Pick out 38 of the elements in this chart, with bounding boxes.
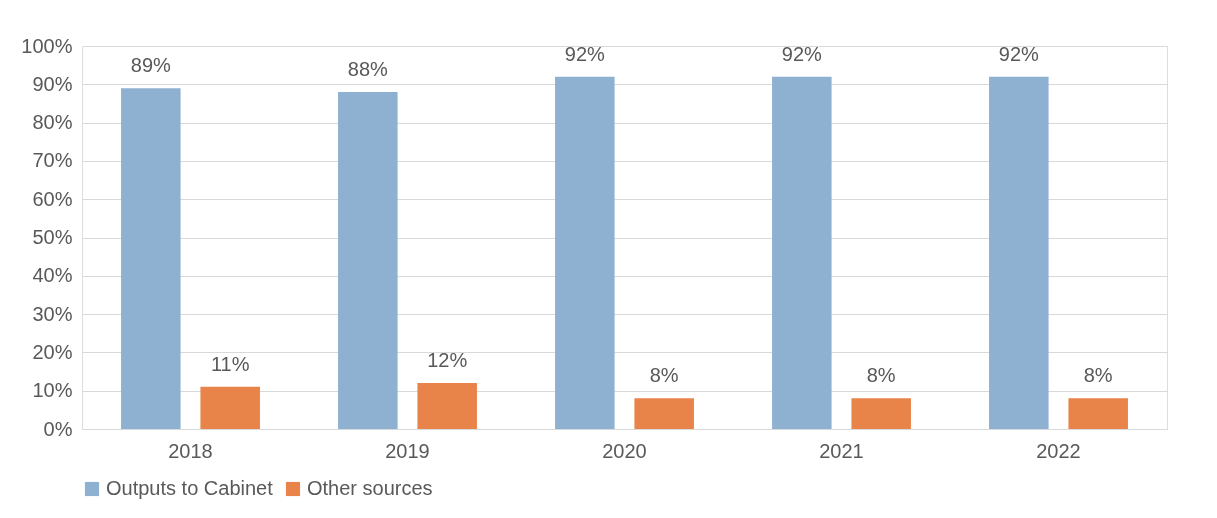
y-tick-label: 0% (43, 417, 73, 440)
x-tick-label: 2021 (819, 439, 864, 462)
y-tick-label: 60% (32, 187, 73, 210)
data-label: 89% (130, 54, 172, 77)
x-tick-label: 2022 (1036, 439, 1081, 462)
data-label: 92% (564, 42, 606, 65)
data-label: 8% (649, 364, 679, 387)
x-tick-label: 2018 (168, 439, 213, 462)
data-label: 8% (866, 364, 896, 387)
legend-label: Outputs to Cabinet (106, 477, 274, 499)
data-label: 92% (781, 42, 823, 65)
bar (338, 91, 398, 429)
bar (989, 76, 1049, 429)
legend-label: Other sources (307, 477, 433, 499)
data-label: 88% (347, 57, 389, 80)
x-tick-label: 2020 (602, 439, 647, 462)
y-tick-label: 30% (32, 302, 73, 325)
bar (634, 398, 694, 429)
y-tick-label: 40% (32, 264, 73, 287)
y-tick-label: 80% (32, 111, 73, 134)
bar (851, 398, 911, 429)
data-label: 92% (998, 42, 1040, 65)
bar (555, 76, 615, 429)
y-tick-label: 100% (21, 34, 73, 57)
bar (417, 383, 477, 429)
data-label: 12% (427, 349, 468, 372)
bar (200, 386, 260, 429)
y-tick-label: 70% (32, 149, 73, 172)
bar (121, 88, 181, 429)
y-tick-label: 10% (32, 379, 73, 402)
data-label: 8% (1083, 364, 1113, 387)
bar (1068, 398, 1128, 429)
y-tick-label: 90% (32, 72, 73, 95)
data-label: 11% (210, 352, 250, 375)
x-tick-label: 2019 (385, 439, 430, 462)
y-tick-label: 20% (32, 340, 73, 363)
y-tick-label: 50% (32, 226, 73, 248)
bar (772, 76, 832, 429)
